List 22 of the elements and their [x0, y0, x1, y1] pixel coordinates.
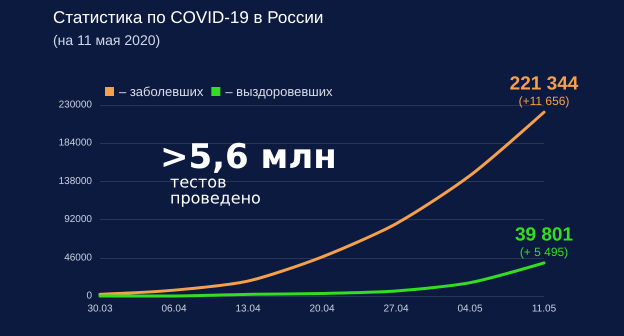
- annotation: (+ 5 495): [520, 244, 568, 259]
- x-tick-label: 13.04: [235, 304, 261, 314]
- line-series: [98, 261, 546, 298]
- chart-title: Статистика по COVID-19 в России: [53, 8, 324, 27]
- x-tick-label: 27.04: [383, 304, 409, 314]
- y-tick-label: 92000: [64, 214, 92, 226]
- y-tick-label: 0: [86, 290, 92, 302]
- annotation: (+11 656): [518, 94, 570, 108]
- y-tick-label: 184000: [58, 138, 92, 149]
- x-tick-label: 06.04: [161, 304, 187, 314]
- data-label: 221 344: [510, 74, 579, 95]
- legend-label: – выздоровевших: [225, 84, 333, 99]
- legend-label: – заболевших: [119, 84, 204, 99]
- y-tick-label: 230000: [58, 100, 92, 110]
- data-label: 39 801: [514, 224, 574, 246]
- x-tick-label: 11.05: [532, 304, 557, 314]
- y-tick-label: 46000: [64, 252, 92, 264]
- chart-subtitle: (на 11 мая 2020): [53, 32, 160, 48]
- x-tick-label: 20.04: [309, 304, 335, 314]
- x-tick-label: 30.03: [87, 304, 113, 314]
- y-tick-label: 138000: [58, 176, 92, 187]
- x-tick-label: 04.05: [457, 304, 483, 314]
